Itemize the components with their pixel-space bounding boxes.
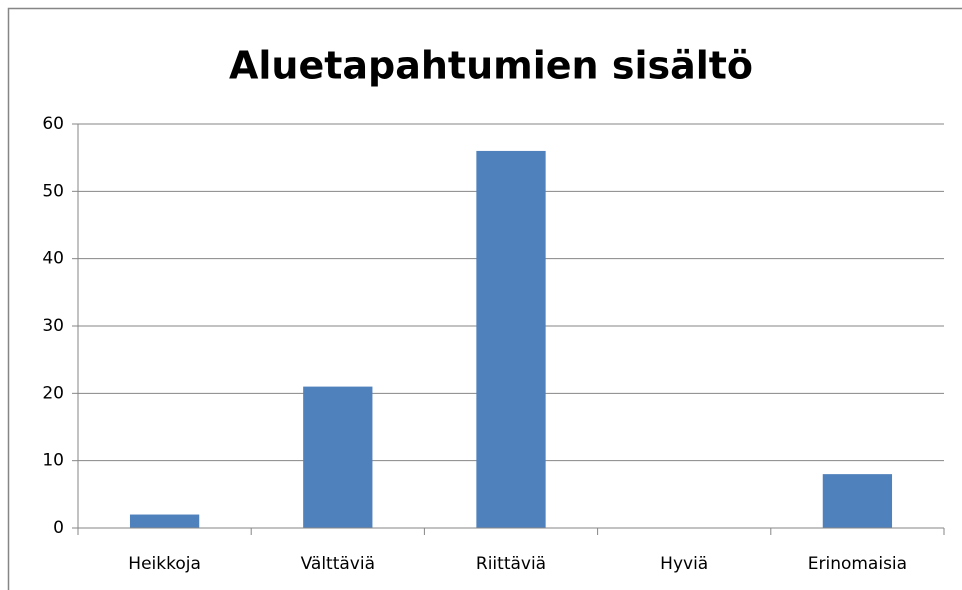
x-tick-label: Erinomaisia <box>808 554 907 574</box>
chart-title: Aluetapahtumien sisältö <box>229 44 753 88</box>
x-tick-label: Välttäviä <box>301 554 375 574</box>
bar <box>822 474 893 528</box>
y-tick-label: 0 <box>53 518 64 538</box>
y-tick-label: 40 <box>42 249 64 269</box>
y-tick-label: 50 <box>42 181 64 201</box>
y-tick-label: 10 <box>42 451 64 471</box>
bar <box>303 386 373 528</box>
bar <box>476 150 546 528</box>
y-tick-label: 30 <box>42 316 64 336</box>
y-tick-label: 60 <box>42 114 64 134</box>
chart-border <box>7 7 962 590</box>
x-tick-label: Heikkoja <box>128 554 201 574</box>
y-tick-label: 20 <box>42 383 64 403</box>
x-tick-label: Riittäviä <box>476 554 546 574</box>
x-tick-label: Hyviä <box>660 554 708 574</box>
bar <box>129 514 200 528</box>
